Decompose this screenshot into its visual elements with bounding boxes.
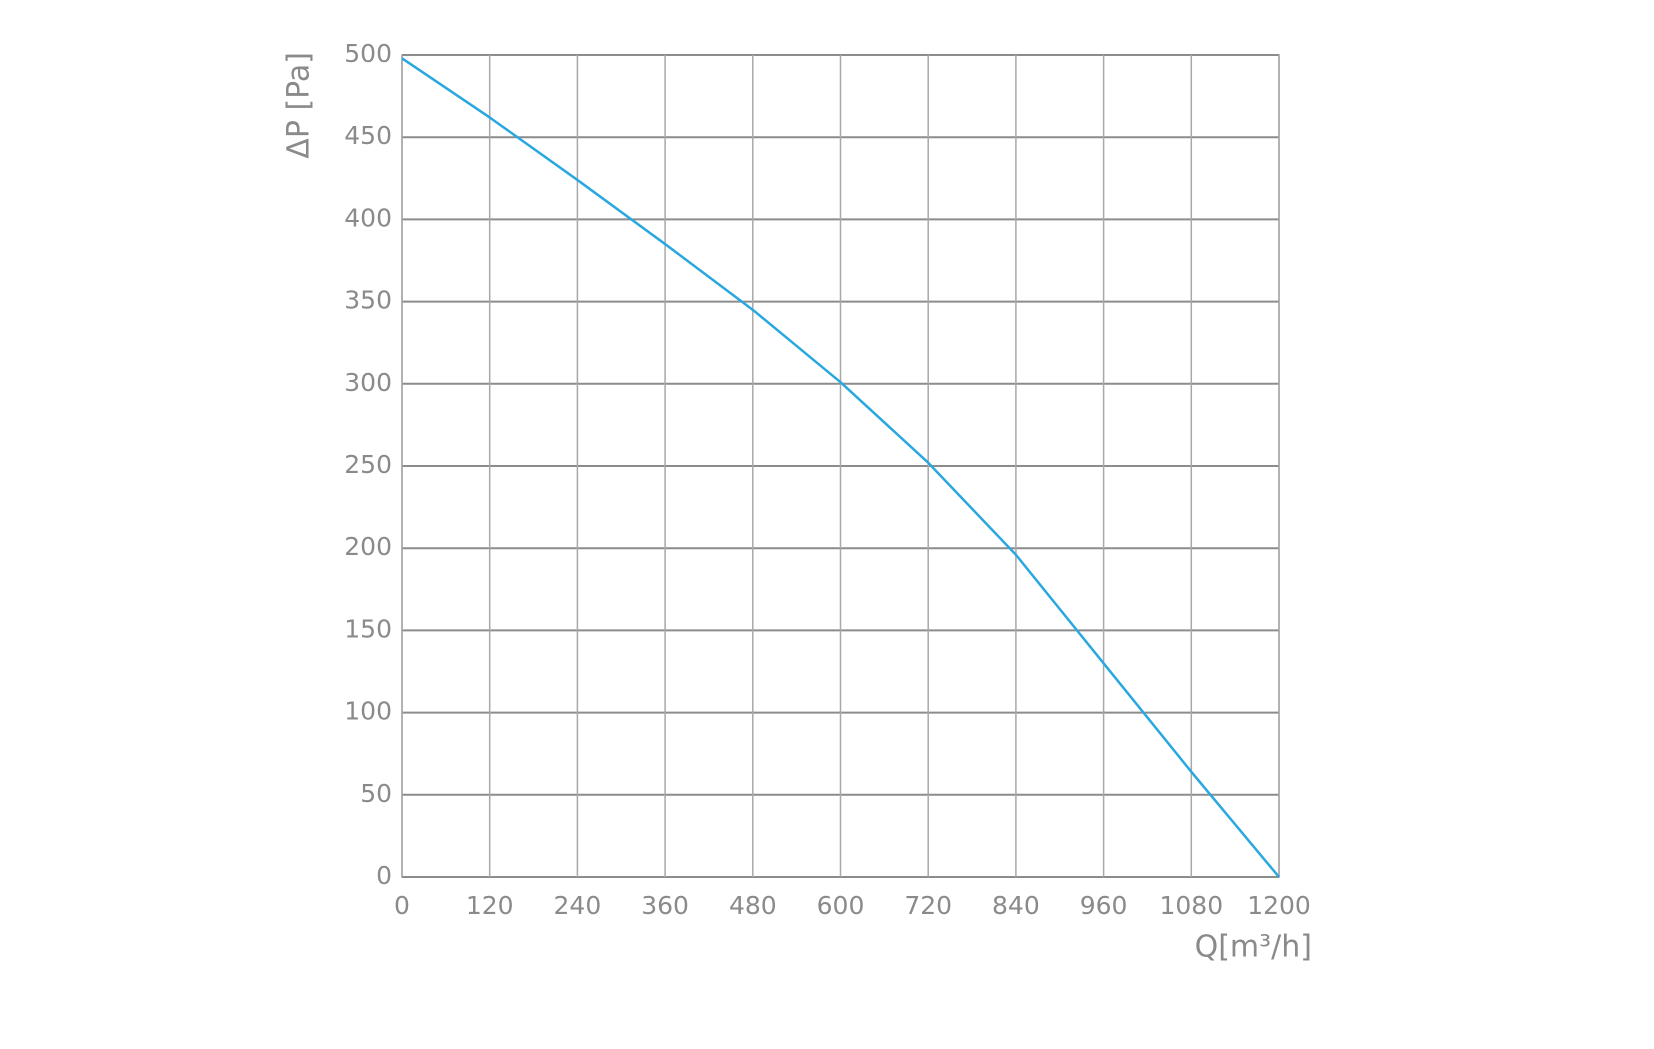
y-tick-label: 250 [344, 450, 392, 479]
y-tick-label: 0 [376, 861, 392, 890]
x-tick-label: 120 [466, 891, 514, 920]
y-tick-label: 350 [344, 286, 392, 315]
y-axis-title: ΔP [Pa] [282, 52, 317, 159]
y-tick-label: 400 [344, 203, 392, 232]
y-tick-label: 300 [344, 368, 392, 397]
y-tick-label: 450 [344, 121, 392, 150]
x-tick-label: 240 [554, 891, 602, 920]
x-axis-title: Q[m³/h] [1195, 930, 1312, 965]
x-tick-label: 960 [1080, 891, 1128, 920]
x-tick-label: 1080 [1159, 891, 1223, 920]
x-tick-label: 600 [817, 891, 865, 920]
y-tick-label: 200 [344, 532, 392, 561]
x-tick-label: 840 [992, 891, 1040, 920]
x-tick-label: 1200 [1247, 891, 1311, 920]
x-tick-label: 0 [394, 891, 410, 920]
y-tick-label: 100 [344, 697, 392, 726]
x-tick-label: 480 [729, 891, 777, 920]
line-series [401, 57, 1280, 878]
x-tick-label: 360 [641, 891, 689, 920]
y-tick-label: 50 [360, 779, 392, 808]
y-tick-label: 500 [344, 39, 392, 68]
y-tick-label: 150 [344, 614, 392, 643]
x-tick-label: 720 [904, 891, 952, 920]
